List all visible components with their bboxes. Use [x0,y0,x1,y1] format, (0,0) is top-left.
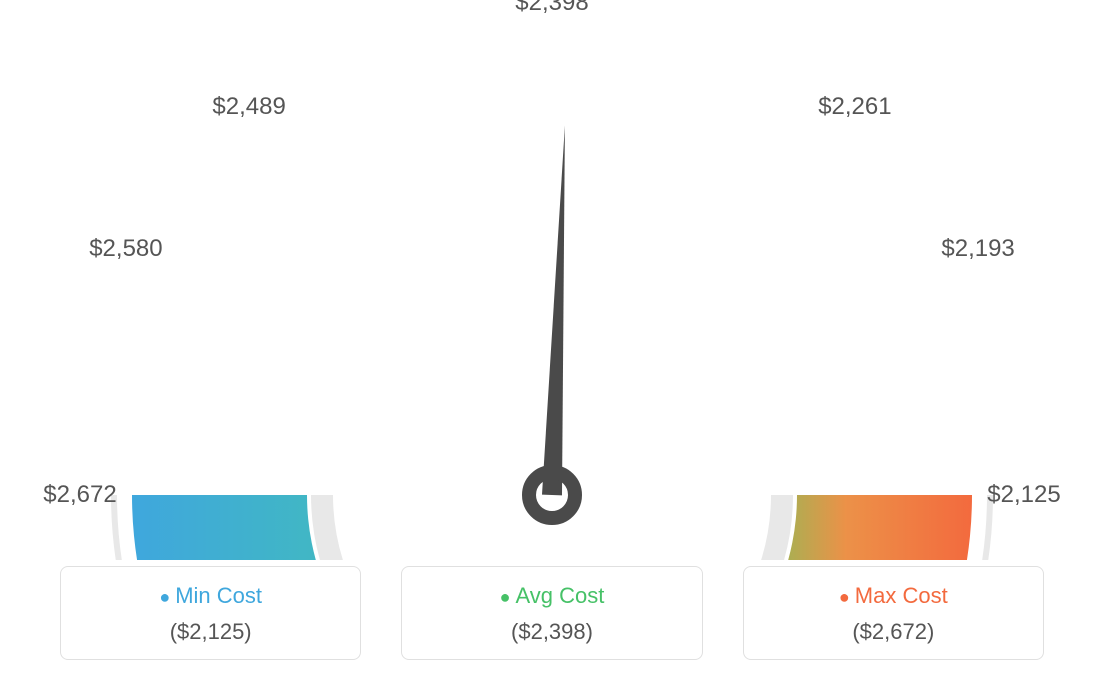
legend-card-max: Max Cost ($2,672) [743,566,1044,660]
gauge-tick [865,341,916,362]
legend-card-avg: Avg Cost ($2,398) [401,566,702,660]
gauge-scale-label: $2,193 [941,235,1014,263]
gauge-tick [756,168,773,193]
gauge-needle [542,125,565,495]
legend-title-min: Min Cost [71,583,350,609]
legend-title-avg: Avg Cost [412,583,691,609]
gauge-tick [404,129,425,180]
gauge-tick [622,107,628,136]
gauge-scale-label: $2,261 [818,93,891,121]
gauge-scale-label: $2,672 [43,481,116,509]
gauge-tick [685,131,706,182]
gauge-tick [909,413,938,419]
legend-card-min: Min Cost ($2,125) [60,566,361,660]
gauge-tick [273,216,312,255]
gauge-inner-arc [322,495,782,560]
gauge-scale-label: $2,489 [212,93,285,121]
gauge-tick [167,406,196,413]
gauge-tick [851,268,876,285]
gauge-scale-label: $2,580 [89,235,162,263]
gauge-tick [792,216,831,255]
gauge-tick [228,268,253,285]
gauge-tick [191,334,241,356]
gauge-svg [0,0,1104,560]
gauge-tick [477,107,483,136]
cost-gauge-chart: $2,125 $2,193 $2,261 $2,398 $2,489 $2,580 $2,6… [0,0,1104,690]
legend-value-max: ($2,672) [754,619,1033,645]
legend-value-min: ($2,125) [71,619,350,645]
gauge-tick [331,168,348,193]
gauge-color-arc [132,495,972,560]
legend-value-avg: ($2,398) [412,619,691,645]
legend-title-max: Max Cost [754,583,1033,609]
legend-row: Min Cost ($2,125) Avg Cost ($2,398) Max … [0,566,1104,660]
gauge-scale-label: $2,398 [515,0,588,17]
gauge-scale-label: $2,125 [987,481,1060,509]
